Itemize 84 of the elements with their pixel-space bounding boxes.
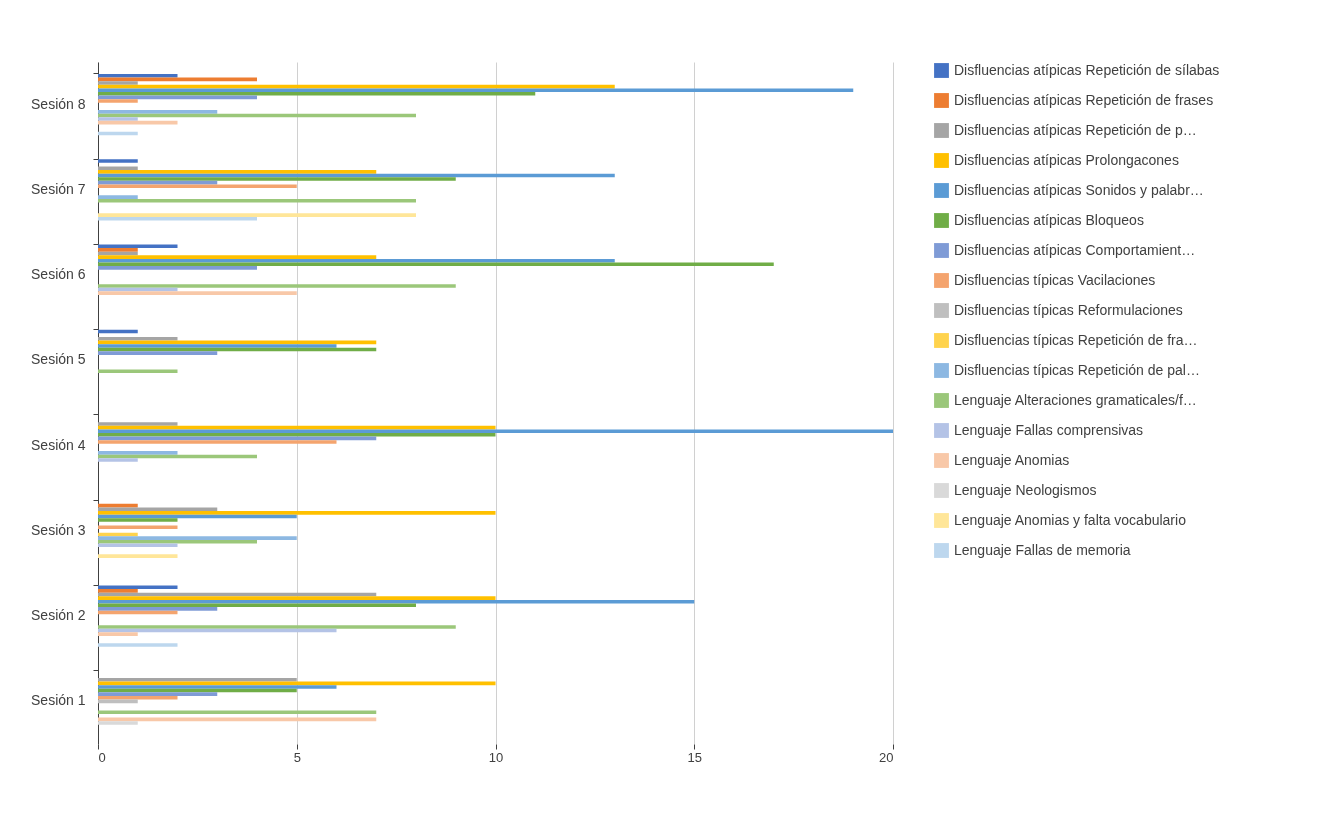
bar <box>98 625 456 629</box>
legend-label: Lenguaje Anomias y falta vocabulario <box>954 511 1187 528</box>
legend-label: Disfluencias atípicas Repetición de frases <box>954 91 1214 108</box>
bar <box>98 244 178 249</box>
bar <box>98 692 218 696</box>
bar <box>98 518 178 522</box>
bar <box>98 159 138 163</box>
bar <box>98 184 297 189</box>
bar <box>98 198 416 203</box>
bar <box>98 216 257 221</box>
bar <box>98 344 337 348</box>
bar <box>98 677 297 682</box>
legend-label: Disfluencias atípicas Repetición de sílabas <box>954 61 1220 78</box>
bar <box>98 511 496 515</box>
legend-label: Disfluencias atípicas Bloqueos <box>954 211 1144 228</box>
bar <box>98 266 257 270</box>
x-tick-label: 5 <box>293 749 301 765</box>
bar <box>98 88 854 92</box>
bar <box>98 607 218 611</box>
bar <box>98 585 178 590</box>
bar <box>98 369 178 374</box>
bar <box>98 73 178 78</box>
y-tick-label: Sesión 1 <box>31 692 86 709</box>
legend-label: Disfluencias típicas Vacilaciones <box>954 271 1156 288</box>
y-tick-label: Sesión 7 <box>31 180 86 197</box>
bar <box>98 589 138 593</box>
legend-label: Disfluencias atípicas Comportamient… <box>954 241 1196 258</box>
bar <box>98 110 218 114</box>
bar <box>98 336 178 341</box>
bar <box>98 643 178 647</box>
bar <box>98 432 496 437</box>
bar <box>98 170 377 174</box>
bar <box>98 91 536 96</box>
bar <box>98 284 456 288</box>
bar <box>98 213 416 217</box>
bar <box>98 351 218 355</box>
bar <box>98 291 297 295</box>
legend-label: Lenguaje Fallas comprensivas <box>954 421 1144 438</box>
bar <box>98 262 774 267</box>
legend-label: Lenguaje Neologismos <box>954 481 1097 498</box>
bar <box>98 539 257 544</box>
bar <box>98 248 138 252</box>
y-tick-label: Sesión 3 <box>31 521 86 538</box>
legend-label: Disfluencias atípicas Repetición de p… <box>954 121 1197 138</box>
bar <box>98 554 178 558</box>
legend-label: Disfluencias típicas Repetición de pal… <box>954 361 1200 378</box>
bar <box>98 255 377 259</box>
bar <box>98 710 377 715</box>
bar <box>98 536 297 540</box>
bar <box>98 422 178 426</box>
x-tick-label: 20 <box>879 749 894 765</box>
bar <box>98 695 178 700</box>
x-tick-label: 0 <box>98 749 106 765</box>
bar <box>98 596 496 600</box>
bar <box>98 603 416 608</box>
bar <box>98 195 138 199</box>
x-tick-label: 15 <box>687 749 702 765</box>
bar <box>98 525 178 530</box>
bar <box>98 429 893 433</box>
bar <box>98 166 138 171</box>
bar <box>98 177 456 181</box>
legend-label: Disfluencias atípicas Sonidos y palabr… <box>954 181 1204 198</box>
bar <box>98 99 138 103</box>
legend-label: Disfluencias típicas Reformulaciones <box>954 301 1183 318</box>
bar <box>98 117 138 121</box>
legend-label: Disfluencias atípicas Prolongacones <box>954 151 1179 168</box>
y-tick-label: Sesión 5 <box>31 351 86 368</box>
bar <box>98 81 138 85</box>
legend-label: Lenguaje Anomias <box>954 451 1070 468</box>
y-tick-label: Sesión 8 <box>31 95 86 112</box>
bar <box>98 507 218 512</box>
bar <box>98 458 138 462</box>
y-tick-label: Sesión 2 <box>31 607 86 624</box>
bar <box>98 685 337 689</box>
y-tick-label: Sesión 6 <box>31 266 86 283</box>
bar <box>98 440 337 444</box>
x-tick-label: 10 <box>488 749 504 765</box>
bar <box>98 632 138 636</box>
legend-label: Disfluencias típicas Repetición de fra… <box>954 331 1198 348</box>
legend-label: Lenguaje Alteraciones gramaticales/f… <box>954 391 1197 408</box>
y-tick-label: Sesión 4 <box>31 436 86 453</box>
legend-label: Lenguaje Fallas de memoria <box>954 541 1131 558</box>
bar <box>98 451 178 455</box>
bar <box>98 721 138 725</box>
